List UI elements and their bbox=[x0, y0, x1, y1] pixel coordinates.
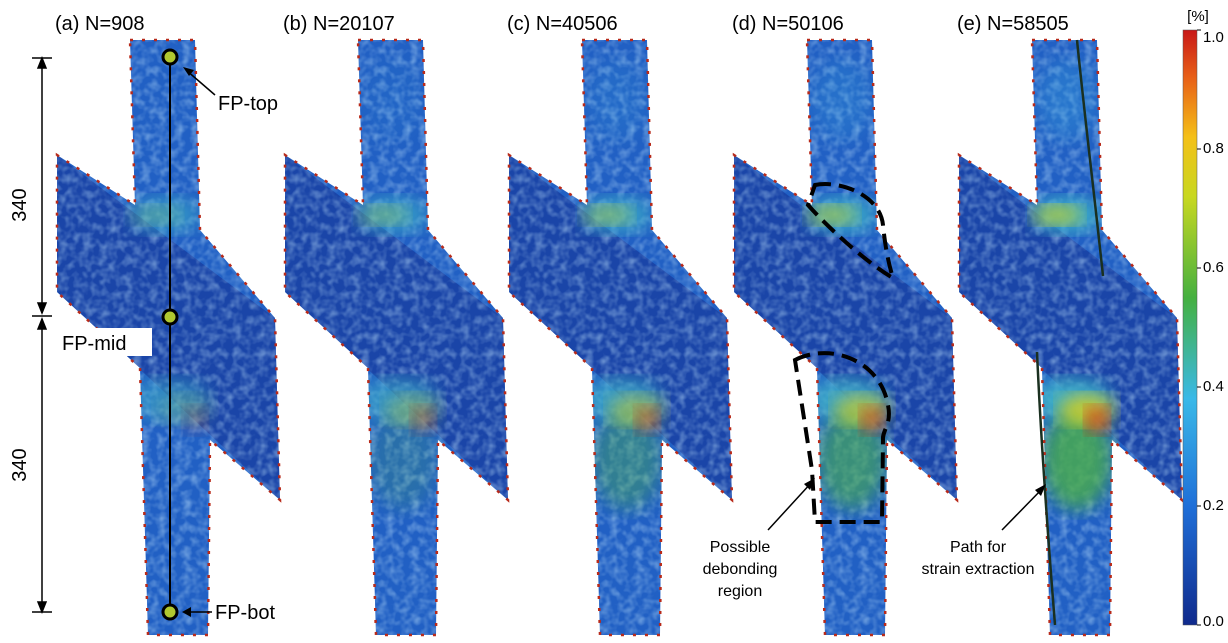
arrow-head bbox=[804, 478, 815, 490]
dimension-label: 340 bbox=[9, 188, 31, 221]
map-edge bbox=[957, 38, 1184, 637]
annotation: Path for strain extraction bbox=[922, 539, 1035, 578]
panel-label: (d) N=50106 bbox=[732, 13, 844, 35]
strain-blob bbox=[1037, 60, 1097, 140]
strain-blob bbox=[592, 410, 662, 510]
panel-label: (a) N=908 bbox=[55, 13, 145, 35]
panel-label: (e) N=58505 bbox=[957, 13, 1069, 35]
map-edge bbox=[283, 38, 510, 637]
probe-point bbox=[161, 308, 179, 326]
strain-blob bbox=[363, 60, 423, 140]
annotation-line: Path for bbox=[950, 539, 1007, 556]
annotation: Possible debonding region bbox=[703, 539, 778, 600]
colorbar-tick-label: 1.0 bbox=[1203, 29, 1224, 46]
strain-blob bbox=[358, 205, 408, 225]
strain-blob bbox=[587, 60, 647, 140]
map-content bbox=[509, 40, 732, 635]
annotation-line: strain extraction bbox=[922, 561, 1035, 578]
colorbar-tick-label: 0.0 bbox=[1203, 613, 1224, 630]
point-label: FP-bot bbox=[215, 602, 275, 624]
strain-blob bbox=[860, 406, 884, 434]
point-label: FP-mid bbox=[62, 333, 126, 355]
strain-blob bbox=[130, 205, 180, 225]
strain-blob bbox=[411, 406, 435, 434]
strain-map: (b) N=20107 bbox=[283, 13, 510, 637]
strain-blob bbox=[582, 205, 632, 225]
strain-blob bbox=[635, 406, 659, 434]
map-edge bbox=[732, 38, 959, 637]
dimension-lines bbox=[32, 55, 52, 615]
region-outline bbox=[792, 182, 897, 524]
strain-blob bbox=[807, 205, 857, 225]
strain-blob bbox=[1085, 406, 1109, 434]
arrow bbox=[1001, 487, 1044, 531]
annotation-line: debonding bbox=[703, 561, 778, 578]
strain-blob bbox=[1032, 205, 1082, 225]
probe-point bbox=[161, 48, 179, 66]
annotation-line: Possible bbox=[710, 539, 771, 556]
arrow-head bbox=[183, 67, 194, 76]
colorbar-tick-label: 0.6 bbox=[1203, 259, 1224, 276]
map-edge bbox=[55, 38, 282, 637]
map-content bbox=[285, 40, 508, 635]
strain-blob bbox=[183, 406, 207, 434]
probe-point bbox=[161, 603, 179, 621]
strain-blob bbox=[1042, 410, 1112, 510]
point-label: FP-top bbox=[218, 93, 278, 115]
dimension-label: 340 bbox=[9, 448, 31, 481]
arrow-head bbox=[1035, 484, 1046, 496]
colorbar-tick-label: 0.8 bbox=[1203, 140, 1224, 157]
colorbar-tick-label: 0.4 bbox=[1203, 378, 1224, 395]
strain-blob bbox=[817, 410, 887, 510]
colorbar-unit: [%] bbox=[1187, 8, 1209, 25]
panel-label: (c) N=40506 bbox=[507, 13, 618, 35]
label-box bbox=[58, 328, 152, 356]
colorbar bbox=[1182, 29, 1198, 626]
strain-blob bbox=[812, 60, 872, 140]
panel-label: (b) N=20107 bbox=[283, 13, 395, 35]
colorbar-tick-label: 0.2 bbox=[1203, 497, 1224, 514]
strain-blob bbox=[368, 410, 438, 510]
extraction-path bbox=[1035, 39, 1105, 626]
colorbar-ticks: 0.0 0.2 0.4 0.6 0.8 1.0 bbox=[1197, 29, 1224, 630]
arrow bbox=[767, 481, 813, 531]
strain-map: (c) N=40506 bbox=[507, 13, 734, 637]
arrow-head bbox=[182, 607, 191, 617]
arrow bbox=[185, 69, 216, 96]
annotation-line: region bbox=[718, 583, 762, 600]
map-edge bbox=[507, 38, 734, 637]
